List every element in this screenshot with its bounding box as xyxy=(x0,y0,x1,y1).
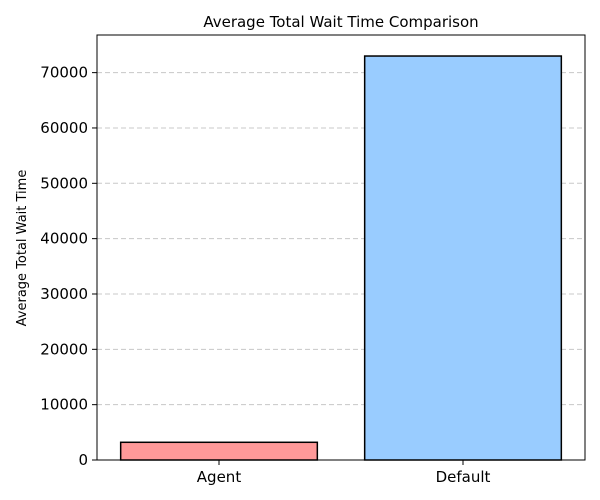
y-axis-label: Average Total Wait Time xyxy=(15,170,30,327)
plot-frame xyxy=(96,34,586,461)
gridlines xyxy=(97,72,585,406)
y-tick-label: 10000 xyxy=(40,396,88,414)
y-tick-label: 60000 xyxy=(40,119,88,137)
y-axis: 0 10000 20000 30000 40000 50000 60000 70000 xyxy=(40,64,97,469)
y-tick-label: 70000 xyxy=(40,64,88,82)
chart-title: Average Total Wait Time Comparison xyxy=(203,13,478,31)
x-tick-label: Agent xyxy=(197,468,242,486)
y-tick-label: 0 xyxy=(78,451,88,469)
x-tick-label: Default xyxy=(436,468,491,486)
bar-agent xyxy=(119,441,319,461)
x-axis: Agent Default xyxy=(197,460,491,486)
y-tick-label: 50000 xyxy=(40,174,88,192)
y-tick-label: 40000 xyxy=(40,230,88,248)
y-tick-label: 30000 xyxy=(40,285,88,303)
y-tick-label: 20000 xyxy=(40,340,88,358)
bar-default xyxy=(363,55,563,461)
bars xyxy=(119,55,563,461)
